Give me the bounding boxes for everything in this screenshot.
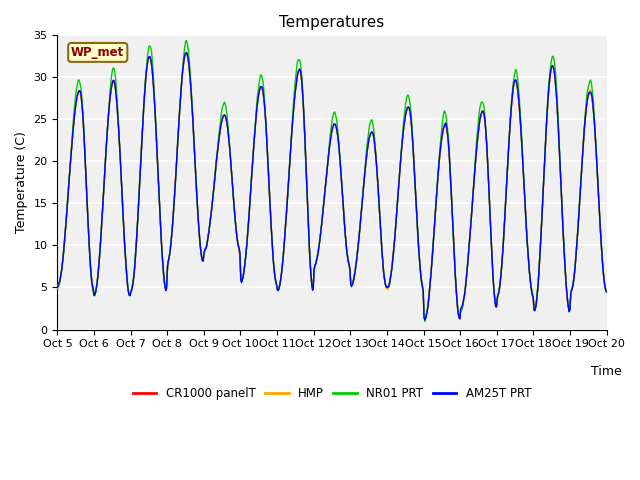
AM25T PRT: [603, 289, 611, 295]
AM25T PRT: [205, 225, 213, 230]
AM25T PRT: [399, 128, 407, 133]
CR1000 panelT: [415, 256, 423, 262]
NR01 PRT: [421, 318, 429, 324]
HMP: [205, 224, 213, 230]
CR1000 panelT: [182, 50, 190, 56]
Line: HMP: HMP: [58, 52, 607, 319]
HMP: [54, 282, 61, 288]
CR1000 panelT: [205, 225, 213, 231]
NR01 PRT: [603, 289, 611, 295]
Line: CR1000 panelT: CR1000 panelT: [58, 53, 607, 319]
HMP: [120, 227, 128, 233]
CR1000 panelT: [63, 202, 71, 207]
HMP: [399, 128, 407, 134]
Line: AM25T PRT: AM25T PRT: [58, 53, 607, 320]
NR01 PRT: [399, 121, 407, 127]
HMP: [176, 108, 184, 114]
AM25T PRT: [63, 202, 71, 208]
NR01 PRT: [54, 286, 61, 292]
AM25T PRT: [421, 317, 429, 323]
CR1000 panelT: [603, 288, 611, 294]
Line: NR01 PRT: NR01 PRT: [58, 41, 607, 321]
CR1000 panelT: [54, 284, 61, 289]
NR01 PRT: [415, 256, 423, 262]
NR01 PRT: [176, 110, 184, 116]
NR01 PRT: [63, 201, 71, 206]
CR1000 panelT: [399, 128, 407, 133]
AM25T PRT: [120, 228, 128, 233]
AM25T PRT: [54, 284, 61, 289]
CR1000 panelT: [120, 227, 128, 233]
Text: WP_met: WP_met: [71, 46, 124, 59]
NR01 PRT: [205, 225, 213, 231]
AM25T PRT: [415, 256, 423, 262]
NR01 PRT: [182, 38, 190, 44]
HMP: [63, 202, 71, 207]
X-axis label: Time: Time: [591, 365, 622, 378]
HMP: [421, 316, 429, 322]
HMP: [415, 256, 423, 262]
CR1000 panelT: [176, 108, 184, 114]
AM25T PRT: [182, 50, 190, 56]
AM25T PRT: [176, 108, 184, 114]
HMP: [182, 49, 190, 55]
Y-axis label: Temperature (C): Temperature (C): [15, 132, 28, 233]
CR1000 panelT: [421, 316, 429, 322]
NR01 PRT: [120, 229, 128, 235]
Legend: CR1000 panelT, HMP, NR01 PRT, AM25T PRT: CR1000 panelT, HMP, NR01 PRT, AM25T PRT: [128, 383, 536, 405]
HMP: [603, 288, 611, 294]
Title: Temperatures: Temperatures: [279, 15, 385, 30]
